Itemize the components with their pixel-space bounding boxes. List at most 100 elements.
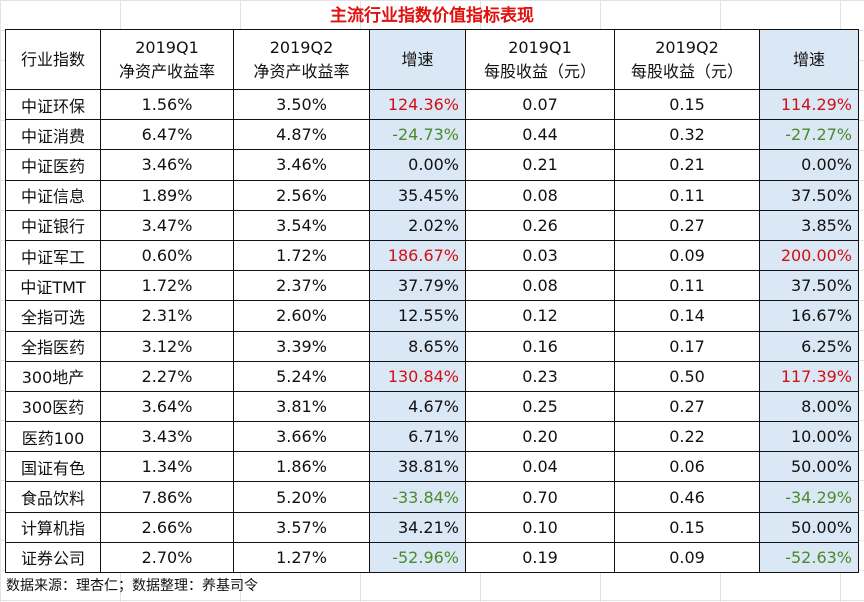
header-roe-growth[interactable]: 增速 <box>369 29 466 90</box>
cell-eps-q2[interactable]: 0.21 <box>614 149 760 181</box>
cell-eps-q2[interactable]: 0.46 <box>614 481 760 513</box>
header-eps-growth[interactable]: 增速 <box>759 29 859 90</box>
cell-roe-q2[interactable]: 3.54% <box>233 209 370 241</box>
header-industry-index[interactable]: 行业指数 <box>5 29 101 90</box>
cell-eps-growth[interactable]: 8.00% <box>759 390 859 423</box>
cell-roe-q1[interactable]: 1.34% <box>100 451 234 483</box>
cell-roe-growth[interactable]: 34.21% <box>369 511 466 543</box>
cell-eps-growth[interactable]: 0.00% <box>759 149 859 181</box>
cell-roe-q1[interactable]: 1.89% <box>100 179 234 211</box>
cell-roe-q2[interactable]: 4.87% <box>233 119 370 151</box>
cell-roe-q1[interactable]: 3.12% <box>100 330 234 362</box>
cell-eps-q2[interactable]: 0.14 <box>614 300 760 332</box>
cell-roe-q2[interactable]: 2.37% <box>233 270 370 302</box>
cell-eps-q2[interactable]: 0.15 <box>614 88 760 121</box>
cell-roe-q2[interactable]: 3.81% <box>233 390 370 423</box>
cell-eps-q2[interactable]: 0.27 <box>614 209 760 241</box>
cell-industry-index[interactable]: 证券公司 <box>5 541 101 574</box>
cell-roe-growth[interactable]: 124.36% <box>369 88 466 121</box>
cell-roe-q1[interactable]: 1.56% <box>100 88 234 121</box>
cell-eps-growth[interactable]: 3.85% <box>759 209 859 241</box>
cell-eps-q1[interactable]: 0.04 <box>465 451 615 483</box>
cell-industry-index[interactable]: 中证环保 <box>5 88 101 121</box>
cell-roe-q1[interactable]: 2.31% <box>100 300 234 332</box>
cell-roe-growth[interactable]: -33.84% <box>369 481 466 513</box>
header-eps-q1[interactable]: 2019Q1 每股收益（元） <box>465 29 615 90</box>
cell-eps-growth[interactable]: 200.00% <box>759 239 859 272</box>
cell-eps-growth[interactable]: -52.63% <box>759 541 859 574</box>
cell-roe-growth[interactable]: 38.81% <box>369 451 466 483</box>
cell-roe-q1[interactable]: 3.47% <box>100 209 234 241</box>
cell-eps-q1[interactable]: 0.16 <box>465 330 615 362</box>
cell-eps-growth[interactable]: 117.39% <box>759 360 859 392</box>
cell-eps-growth[interactable]: 114.29% <box>759 88 859 121</box>
cell-roe-q1[interactable]: 0.60% <box>100 239 234 272</box>
cell-eps-q2[interactable]: 0.32 <box>614 119 760 151</box>
cell-roe-q2[interactable]: 2.56% <box>233 179 370 211</box>
header-roe-q1[interactable]: 2019Q1 净资产收益率 <box>100 29 234 90</box>
cell-industry-index[interactable]: 300医药 <box>5 390 101 423</box>
cell-roe-q2[interactable]: 2.60% <box>233 300 370 332</box>
cell-roe-q2[interactable]: 1.27% <box>233 541 370 574</box>
cell-eps-q2[interactable]: 0.09 <box>614 541 760 574</box>
cell-eps-q1[interactable]: 0.26 <box>465 209 615 241</box>
cell-roe-q1[interactable]: 3.43% <box>100 421 234 453</box>
cell-roe-q2[interactable]: 3.46% <box>233 149 370 181</box>
cell-industry-index[interactable]: 全指医药 <box>5 330 101 362</box>
cell-eps-q1[interactable]: 0.70 <box>465 481 615 513</box>
cell-eps-q1[interactable]: 0.10 <box>465 511 615 543</box>
cell-roe-q1[interactable]: 1.72% <box>100 270 234 302</box>
cell-roe-q2[interactable]: 1.72% <box>233 239 370 272</box>
cell-roe-q1[interactable]: 3.46% <box>100 149 234 181</box>
cell-eps-growth[interactable]: 37.50% <box>759 179 859 211</box>
cell-industry-index[interactable]: 中证银行 <box>5 209 101 241</box>
cell-eps-q1[interactable]: 0.23 <box>465 360 615 392</box>
cell-industry-index[interactable]: 300地产 <box>5 360 101 392</box>
cell-roe-q1[interactable]: 6.47% <box>100 119 234 151</box>
cell-eps-q2[interactable]: 0.11 <box>614 270 760 302</box>
cell-eps-q2[interactable]: 0.27 <box>614 390 760 423</box>
cell-roe-q1[interactable]: 3.64% <box>100 390 234 423</box>
cell-eps-growth[interactable]: 50.00% <box>759 511 859 543</box>
cell-industry-index[interactable]: 中证医药 <box>5 149 101 181</box>
header-eps-q2[interactable]: 2019Q2 每股收益（元） <box>614 29 760 90</box>
cell-eps-q1[interactable]: 0.21 <box>465 149 615 181</box>
cell-eps-q1[interactable]: 0.19 <box>465 541 615 574</box>
cell-roe-growth[interactable]: 12.55% <box>369 300 466 332</box>
cell-eps-q2[interactable]: 0.50 <box>614 360 760 392</box>
cell-industry-index[interactable]: 医药100 <box>5 421 101 453</box>
cell-roe-growth[interactable]: 8.65% <box>369 330 466 362</box>
cell-eps-q2[interactable]: 0.09 <box>614 239 760 272</box>
cell-eps-q1[interactable]: 0.25 <box>465 390 615 423</box>
cell-eps-growth[interactable]: -27.27% <box>759 119 859 151</box>
cell-roe-growth[interactable]: 186.67% <box>369 239 466 272</box>
cell-roe-q2[interactable]: 3.39% <box>233 330 370 362</box>
cell-industry-index[interactable]: 中证消费 <box>5 119 101 151</box>
header-roe-q2[interactable]: 2019Q2 净资产收益率 <box>233 29 370 90</box>
cell-roe-growth[interactable]: 35.45% <box>369 179 466 211</box>
cell-eps-q1[interactable]: 0.08 <box>465 270 615 302</box>
cell-eps-q1[interactable]: 0.44 <box>465 119 615 151</box>
cell-industry-index[interactable]: 食品饮料 <box>5 481 101 513</box>
cell-roe-growth[interactable]: 4.67% <box>369 390 466 423</box>
cell-eps-growth[interactable]: 10.00% <box>759 421 859 453</box>
cell-roe-growth[interactable]: -24.73% <box>369 119 466 151</box>
cell-eps-q1[interactable]: 0.08 <box>465 179 615 211</box>
cell-industry-index[interactable]: 国证有色 <box>5 451 101 483</box>
cell-roe-growth[interactable]: 37.79% <box>369 270 466 302</box>
cell-roe-q1[interactable]: 2.27% <box>100 360 234 392</box>
cell-roe-q2[interactable]: 5.24% <box>233 360 370 392</box>
cell-roe-q2[interactable]: 3.50% <box>233 88 370 121</box>
cell-industry-index[interactable]: 计算机指 <box>5 511 101 543</box>
cell-industry-index[interactable]: 中证军工 <box>5 239 101 272</box>
cell-roe-growth[interactable]: 6.71% <box>369 421 466 453</box>
cell-eps-q2[interactable]: 0.17 <box>614 330 760 362</box>
cell-roe-growth[interactable]: -52.96% <box>369 541 466 574</box>
cell-roe-growth[interactable]: 2.02% <box>369 209 466 241</box>
cell-roe-q2[interactable]: 3.57% <box>233 511 370 543</box>
cell-eps-q2[interactable]: 0.11 <box>614 179 760 211</box>
cell-eps-q1[interactable]: 0.07 <box>465 88 615 121</box>
cell-roe-q1[interactable]: 7.86% <box>100 481 234 513</box>
cell-eps-q2[interactable]: 0.22 <box>614 421 760 453</box>
cell-roe-q1[interactable]: 2.66% <box>100 511 234 543</box>
